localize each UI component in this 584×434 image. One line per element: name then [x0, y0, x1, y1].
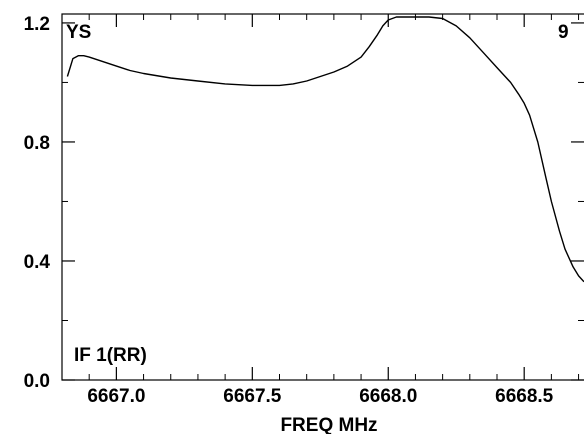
x-tick-label: 6667.0 [87, 386, 145, 407]
annotation-top-right: 9 [558, 22, 569, 43]
tick-marks [62, 14, 584, 381]
x-tick-label: 6668.0 [359, 386, 417, 407]
y-tick-label: 1.2 [24, 14, 50, 35]
annotation-top-left: YS [66, 22, 91, 43]
axes [61, 13, 584, 381]
x-axis-title: FREQ MHz [280, 415, 377, 434]
tick-labels: 6667.0 6667.5 6668.0 6668.5 0.0 0.4 0.8 1.2 [24, 14, 554, 407]
annotation-bottom-left: IF 1(RR) [74, 345, 147, 366]
spectrum-line [66, 16, 584, 283]
plot-frame [61, 13, 584, 381]
y-tick-label: 0.4 [24, 252, 51, 273]
x-tick-label: 6667.5 [223, 386, 282, 407]
series-group [66, 16, 584, 283]
x-tick-label: 6668.5 [495, 386, 554, 407]
y-tick-label: 0.0 [24, 371, 50, 392]
y-tick-label: 0.8 [24, 133, 50, 154]
